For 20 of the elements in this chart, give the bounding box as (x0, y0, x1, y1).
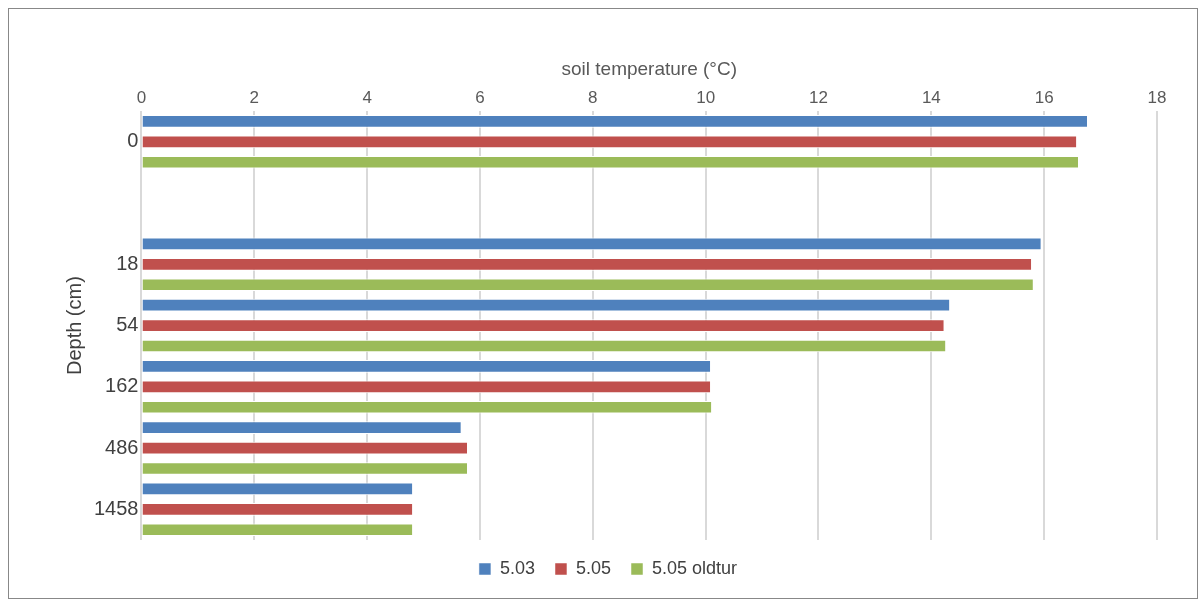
legend-label: 5.05 oldtur (652, 557, 738, 578)
y-tick-label: 18 (116, 251, 139, 274)
x-tick-label: 2 (249, 87, 260, 107)
x-tick-label: 12 (809, 87, 828, 107)
x-tick-label: 18 (1147, 87, 1167, 107)
x-tick-label: 4 (362, 87, 372, 107)
y-axis-title: Depth (cm) (62, 276, 85, 376)
x-tick-label: 8 (588, 87, 598, 107)
y-tick-label: 1458 (93, 496, 139, 519)
y-tick-label: 54 (116, 313, 139, 336)
legend-label: 5.03 (499, 557, 535, 578)
y-tick-label: 486 (105, 435, 139, 458)
x-tick-label: 6 (475, 87, 485, 107)
x-axis-title: soil temperature (°C) (561, 57, 737, 79)
x-tick-label: 16 (1034, 87, 1054, 107)
y-tick-label: 0 (127, 129, 139, 152)
legend-label: 5.05 (575, 557, 612, 578)
x-tick-label: 14 (921, 87, 941, 107)
y-tick-label: 162 (105, 374, 139, 397)
x-tick-label: 10 (696, 87, 716, 107)
